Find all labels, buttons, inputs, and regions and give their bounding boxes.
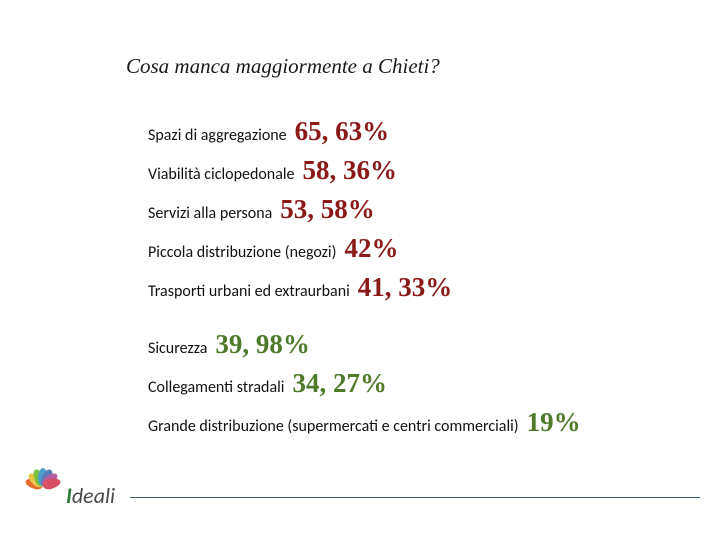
item-label: Spazi di aggregazione (148, 126, 287, 145)
list-item: Piccola distribuzione (negozi) 42% (148, 235, 680, 262)
item-label: Viabilità ciclopedonale (148, 165, 295, 184)
list-item: Grande distribuzione (supermercati e cen… (148, 409, 680, 436)
logo-flower-icon (22, 466, 64, 508)
item-value: 41, 33% (358, 272, 453, 302)
item-value: 34, 27% (292, 368, 387, 398)
list-item: Trasporti urbani ed extraurbani 41, 33% (148, 274, 680, 301)
logo: Ideali (22, 464, 142, 518)
footer-divider (130, 497, 700, 498)
list-item: Spazi di aggregazione 65, 63% (148, 118, 680, 145)
item-value: 65, 63% (295, 116, 390, 146)
list-item: Collegamenti stradali 34, 27% (148, 370, 680, 397)
item-value: 39, 98% (215, 329, 310, 359)
list-item: Servizi alla persona 53, 58% (148, 196, 680, 223)
logo-text: Ideali (66, 482, 115, 509)
item-label: Sicurezza (148, 339, 207, 358)
item-label: Trasporti urbani ed extraurbani (148, 282, 350, 301)
list-item: Viabilità ciclopedonale 58, 36% (148, 157, 680, 184)
item-label: Piccola distribuzione (negozi) (148, 243, 336, 262)
item-label: Servizi alla persona (148, 204, 272, 223)
logo-text-rest: deali (72, 482, 115, 509)
item-value: 42% (344, 233, 398, 263)
item-value: 58, 36% (303, 155, 398, 185)
item-value: 53, 58% (280, 194, 375, 224)
item-value: 19% (527, 407, 581, 437)
slide: Cosa manca maggiormente a Chieti? Spazi … (0, 0, 720, 540)
item-label: Collegamenti stradali (148, 378, 284, 397)
item-label: Grande distribuzione (supermercati e cen… (148, 417, 519, 436)
slide-title: Cosa manca maggiormente a Chieti? (126, 54, 440, 79)
items-list: Spazi di aggregazione 65, 63% Viabilità … (148, 118, 680, 448)
list-item: Sicurezza 39, 98% (148, 331, 680, 358)
